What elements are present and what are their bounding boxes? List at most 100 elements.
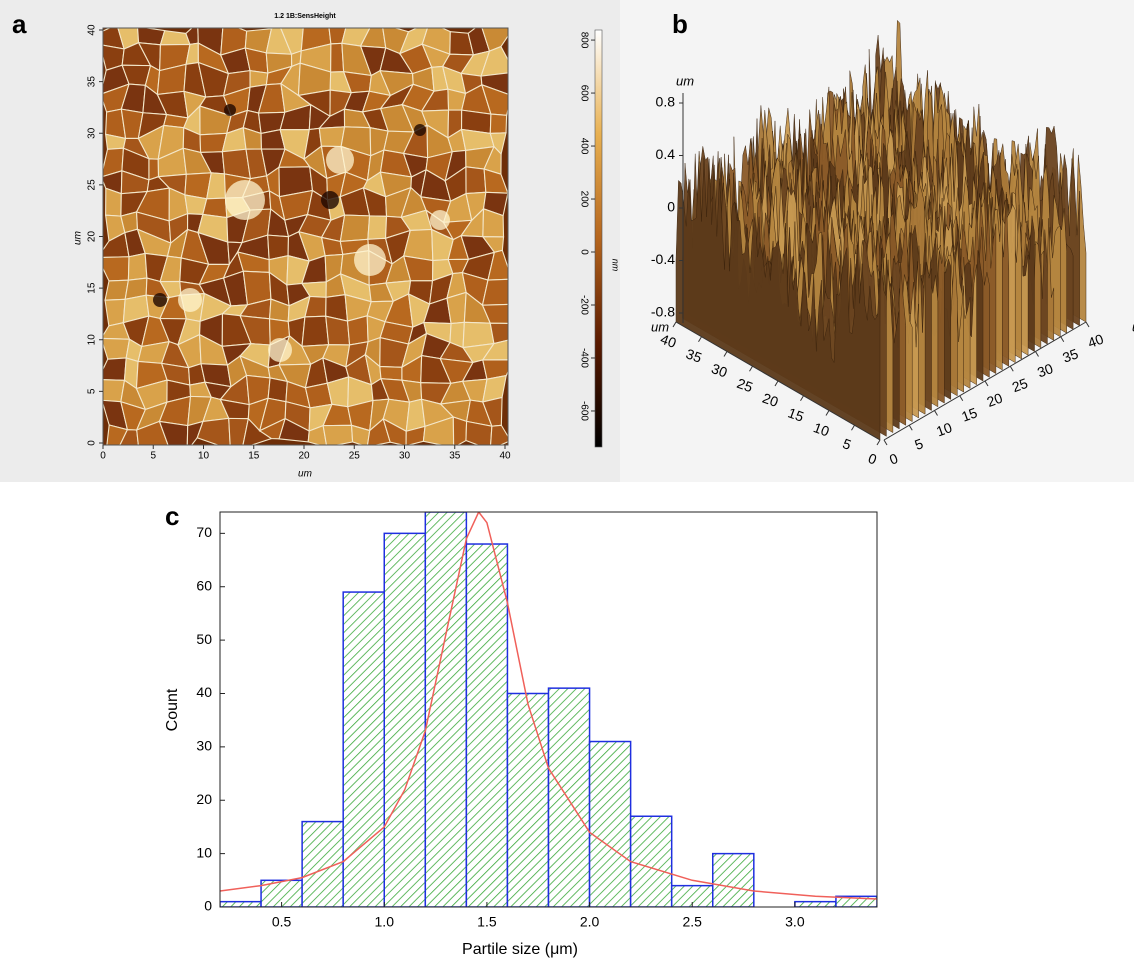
grain [481,339,508,361]
x-tick-label: 0 [100,451,106,462]
bar [629,815,673,907]
x-tick [800,395,804,402]
bar [301,820,344,907]
y-tick [959,395,964,402]
bright-grain [225,180,265,220]
grain [367,215,388,240]
grain [228,417,249,445]
y-tick-label: 20 [87,231,98,243]
grain [196,417,231,445]
dark-pit [224,104,236,116]
dark-pit [321,191,339,209]
x-tick [749,365,753,372]
x-tick-label: 1.0 [375,914,395,930]
bright-grain [354,244,386,276]
x-axis-label: Partile size (μm) [462,941,578,958]
y-axis-label: um [1132,319,1134,334]
y-tick-label: 40 [87,24,98,36]
grain [481,278,508,306]
y-tick-label: 35 [87,76,98,88]
bar [794,900,837,907]
y-axis-label: um [73,231,84,245]
y-tick-label: 30 [1035,360,1055,380]
y-tick [1085,321,1090,328]
x-tick-label: 0.5 [272,914,292,930]
grain [346,315,369,346]
y-tick-label: 10 [934,419,954,439]
grain [127,252,148,281]
y-tick [1060,336,1065,343]
grain [465,166,487,195]
y-tick-label: 40 [1086,331,1106,351]
x-tick-label: 3.0 [785,914,805,930]
y-tick-label: 5 [87,388,98,394]
panel-label: c [165,501,179,531]
x-tick-label: 40 [658,331,678,351]
y-tick-label: 15 [87,282,98,294]
bars [220,512,877,907]
z-tick-label: -0.4 [651,251,675,267]
grain [489,113,508,134]
y-tick-label: 30 [87,127,98,139]
x-axis-label: um [651,319,669,334]
x-tick-label: 5 [150,451,156,462]
y-tick-label: 40 [196,684,212,700]
grain [481,303,508,324]
x-tick [723,351,728,357]
y-tick [984,380,989,387]
y-tick-label: 20 [985,390,1005,410]
grain [480,72,508,95]
z-axis-label: um [676,73,694,88]
y-tick [934,410,938,416]
z-tick-label: 0 [667,199,675,215]
x-tick [825,410,830,416]
z-tick-label: -0.8 [651,304,675,320]
panel-label: b [672,9,688,39]
x-tick-label: 30 [399,451,411,462]
y-tick-label: 10 [196,844,212,860]
grain [104,298,126,327]
grain [307,424,328,445]
grain [325,315,351,346]
colorbar-tick-label: -600 [578,401,589,421]
bar [506,692,550,907]
x-tick [672,321,677,328]
grain [446,291,467,325]
bar [712,852,755,907]
grain [119,429,139,445]
grain [379,366,403,381]
colorbar-tick-label: -400 [578,348,589,368]
grain [382,417,407,445]
bright-grain [268,338,292,362]
y-tick-label: 25 [1010,375,1030,395]
panel-label: a [12,9,27,39]
y-tick-label: 10 [87,334,98,346]
x-tick-label: 20 [760,390,780,410]
bar [220,900,262,907]
y-tick [883,439,888,446]
grain [480,45,508,77]
bar [465,543,509,907]
x-tick-label: 35 [449,451,461,462]
z-tick-label: 0.8 [656,94,676,110]
colorbar-tick-label: 0 [578,249,589,255]
y-tick-label: 0 [204,898,212,914]
x-tick-label: 15 [786,404,806,424]
x-tick-label: 10 [198,451,210,462]
x-tick-label: 2.5 [682,914,702,930]
y-tick-label: 20 [196,791,212,807]
grain [318,126,346,148]
x-tick-label: 20 [298,451,310,462]
y-tick-label: 25 [87,179,98,191]
surface-plot [675,19,1087,441]
bright-grain [178,288,202,312]
dark-pit [153,293,167,307]
dark-pit [414,124,426,136]
plot-frame [219,511,878,908]
x-tick-label: 25 [349,451,361,462]
grain [104,279,130,301]
colorbar-tick-label: 200 [578,191,589,208]
y-tick-label: 50 [196,631,212,647]
image-title: 1.2 1B:SensHeight [274,13,336,20]
